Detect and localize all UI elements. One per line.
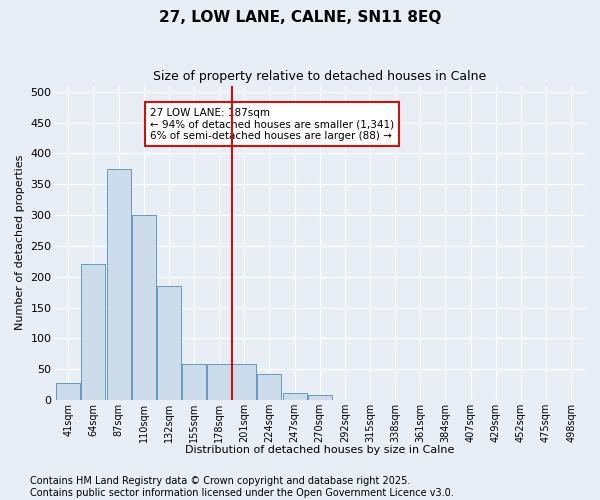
Text: 27, LOW LANE, CALNE, SN11 8EQ: 27, LOW LANE, CALNE, SN11 8EQ (159, 10, 441, 25)
Y-axis label: Number of detached properties: Number of detached properties (15, 155, 25, 330)
Bar (107, 169, 131, 400)
Bar (132, 215, 155, 400)
Bar (232, 364, 256, 400)
Text: Contains HM Land Registry data © Crown copyright and database right 2025.
Contai: Contains HM Land Registry data © Crown c… (30, 476, 454, 498)
Title: Size of property relative to detached houses in Calne: Size of property relative to detached ho… (153, 70, 487, 83)
Bar (257, 374, 281, 400)
Bar (82, 264, 106, 400)
Bar (182, 364, 206, 400)
Bar (308, 395, 332, 400)
X-axis label: Distribution of detached houses by size in Calne: Distribution of detached houses by size … (185, 445, 454, 455)
Bar (283, 392, 307, 400)
Text: 27 LOW LANE: 187sqm
← 94% of detached houses are smaller (1,341)
6% of semi-deta: 27 LOW LANE: 187sqm ← 94% of detached ho… (150, 108, 394, 141)
Bar (56, 383, 80, 400)
Bar (157, 286, 181, 400)
Bar (207, 364, 231, 400)
